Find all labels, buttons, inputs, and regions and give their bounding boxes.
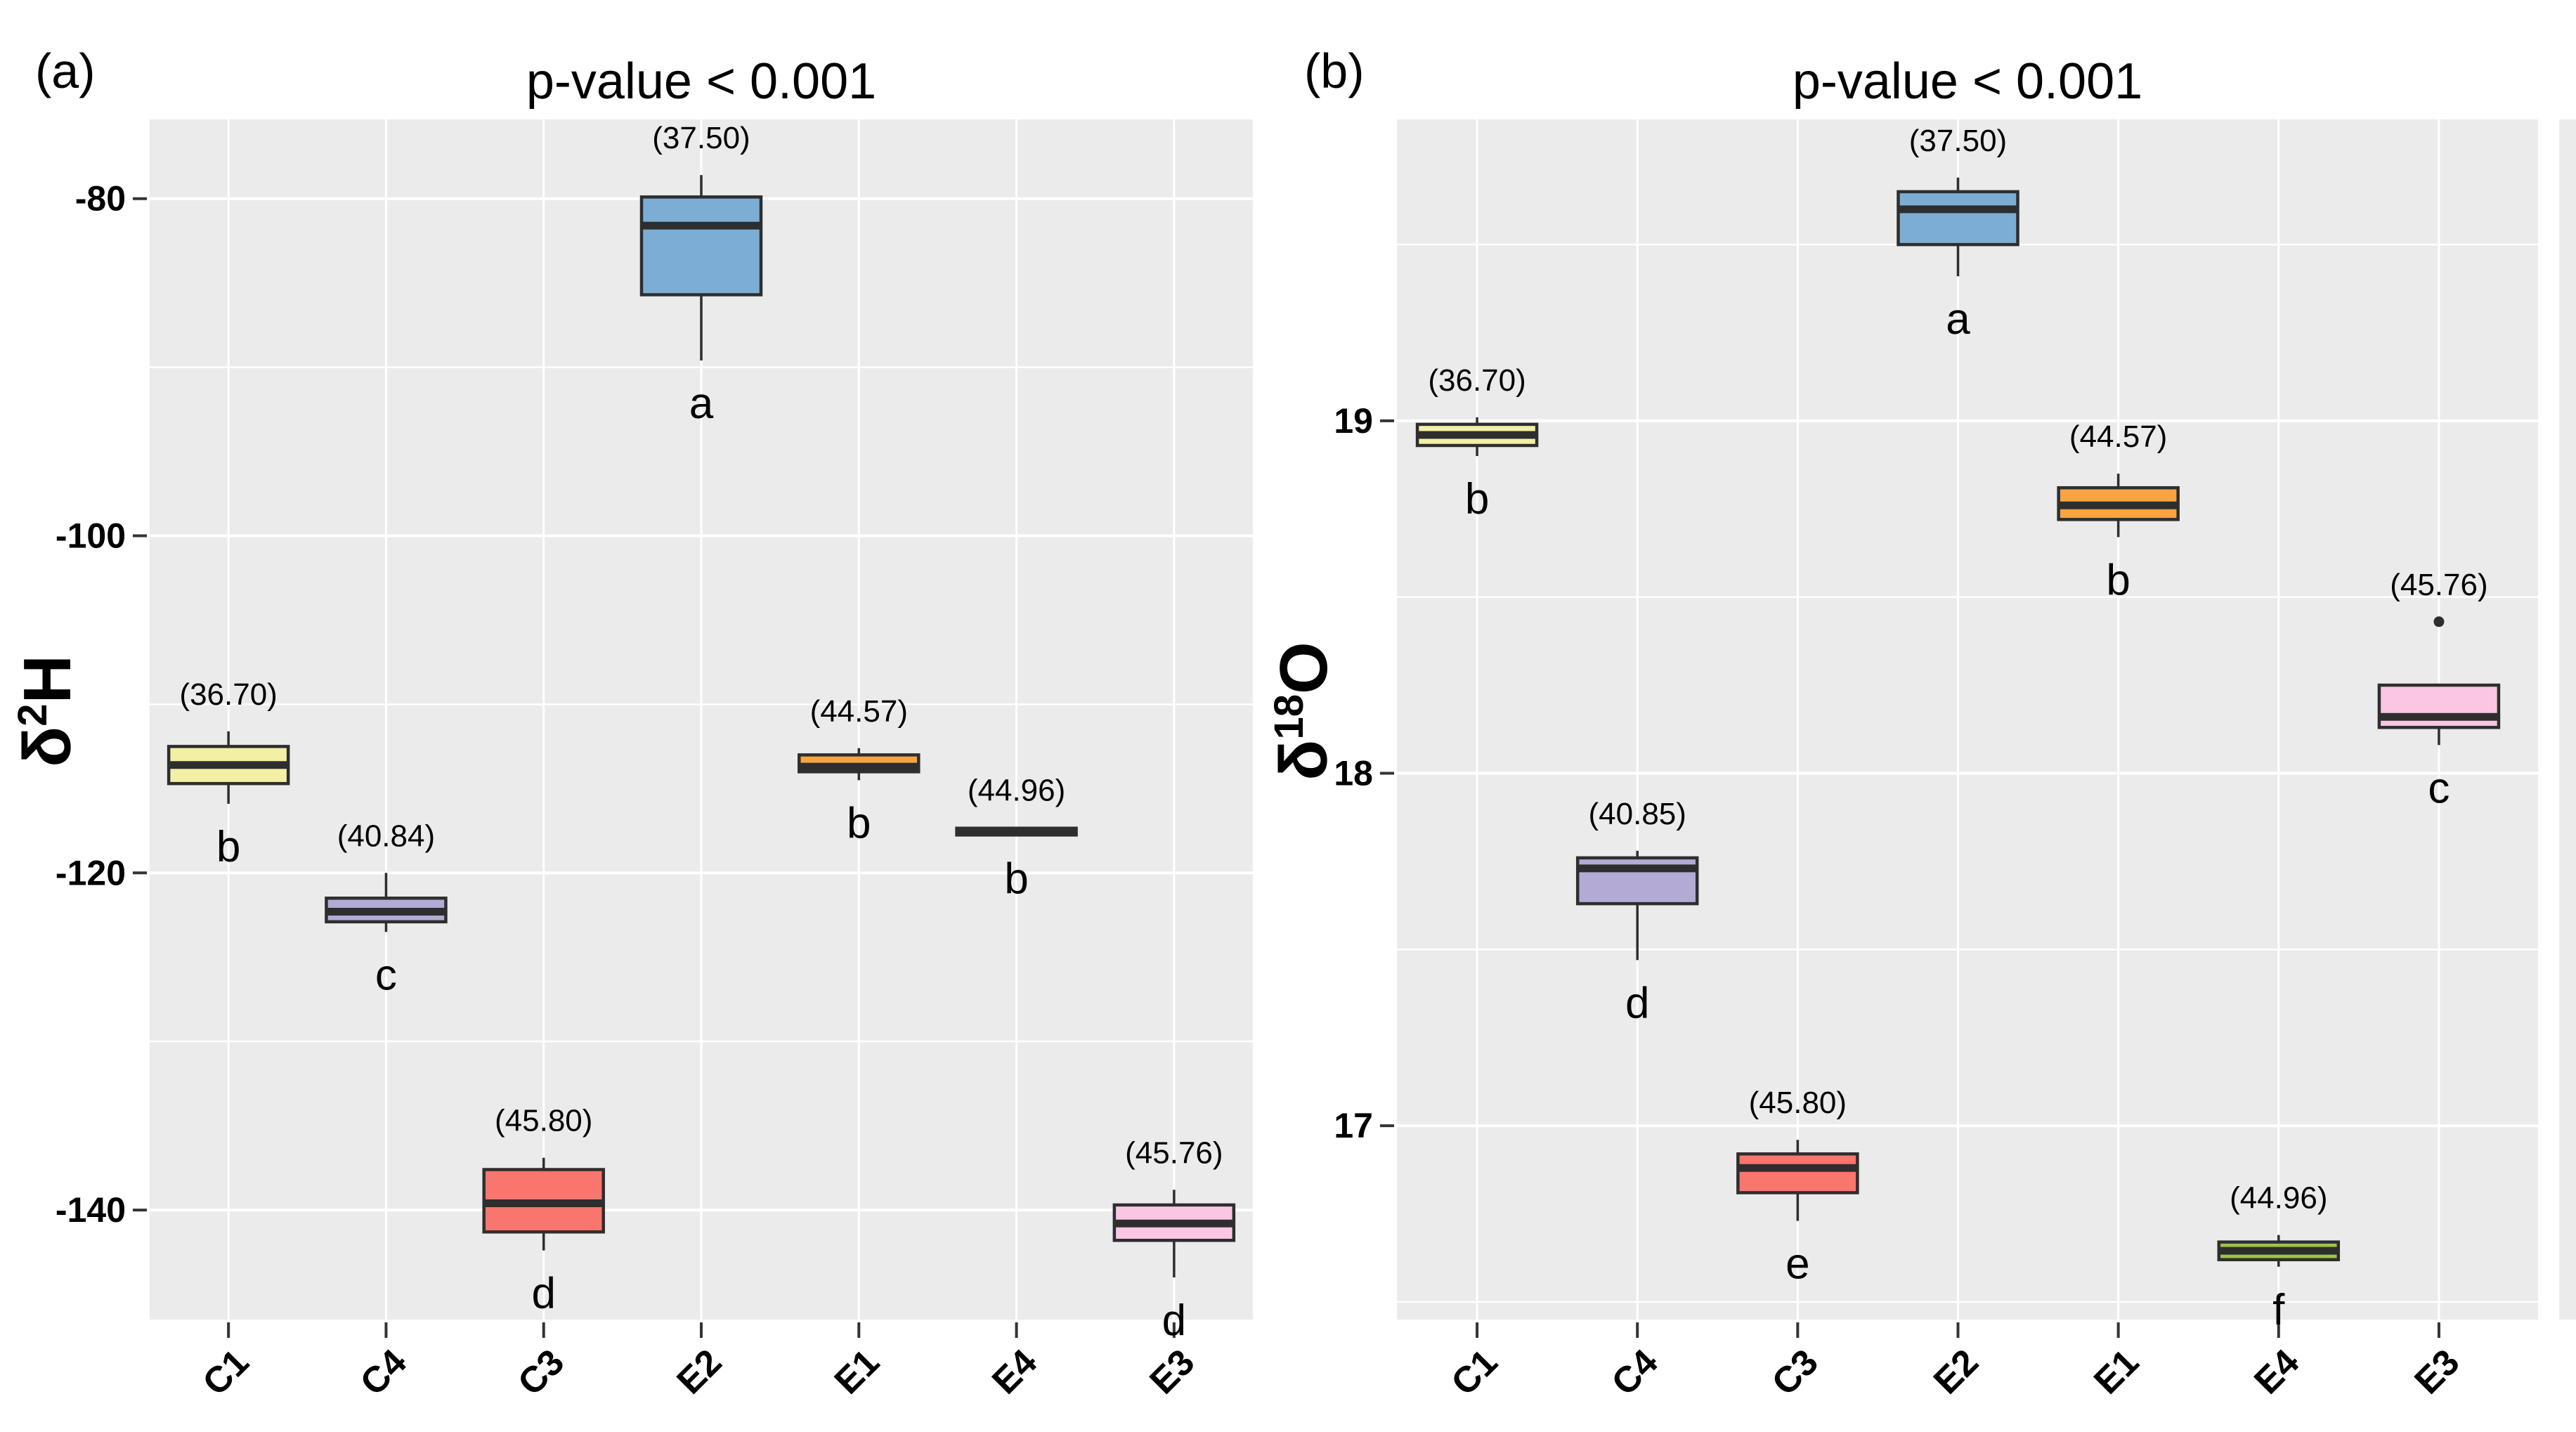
boxplot-group-E3: (45.76) c: [2377, 568, 2501, 812]
annotation-E3: (45.76): [1125, 1135, 1223, 1170]
boxplot-group-C3: (45.80) e: [1736, 1086, 1859, 1289]
y-tick-label: -80: [75, 179, 126, 219]
annotation-E4: (44.96): [968, 774, 1065, 808]
y-tick-label: -140: [56, 1190, 126, 1230]
y-tick-label: 17: [1334, 1106, 1373, 1145]
outlier-E3: [2433, 616, 2445, 627]
boxplot-group-E1: (44.57) b: [2057, 419, 2180, 604]
letter-C3: d: [531, 1270, 555, 1318]
boxplot-group-C4: (40.84) c: [325, 819, 448, 999]
y-axis-title-a-tail: H: [10, 655, 85, 703]
boxplot-group-E4: (44.96) b: [955, 774, 1078, 904]
letter-E3: d: [1162, 1296, 1186, 1345]
y-tick-label: -100: [56, 516, 126, 556]
annotation-C1: (36.70): [179, 677, 277, 712]
box-E3: [2377, 683, 2501, 729]
letter-C1: b: [1465, 475, 1489, 523]
letter-E2: a: [689, 379, 714, 428]
y-axis-title-a: δ2H: [10, 655, 85, 767]
annotation-C3: (45.80): [1749, 1086, 1847, 1120]
panel-b-label: (b): [1304, 44, 1365, 98]
annotation-C3: (45.80): [495, 1104, 592, 1138]
boxplot-group-C4: (40.85) d: [1575, 797, 1699, 1027]
y-axis-title-b-base: δ: [1266, 739, 1341, 780]
box-C3: [1736, 1152, 1859, 1195]
y-axis-title-b: δ18O: [1266, 642, 1341, 780]
annotation-E2: (37.50): [1909, 124, 2007, 158]
annotation-E1: (44.57): [2069, 419, 2167, 454]
plot-panel-edge-sliver: [2559, 119, 2576, 1320]
annotation-C4: (40.85): [1589, 797, 1686, 831]
annotation-E1: (44.57): [810, 694, 908, 729]
y-tick-label: 19: [1334, 401, 1373, 441]
letter-E4: f: [2272, 1286, 2285, 1334]
letter-E2: a: [1946, 295, 1970, 344]
y-tick-label: 18: [1334, 753, 1373, 793]
letter-E3: c: [2428, 764, 2450, 812]
boxplot-group-C3: (45.80) d: [482, 1104, 605, 1318]
letter-C1: b: [216, 823, 240, 871]
annotation-E2: (37.50): [652, 121, 750, 155]
letter-E1: b: [2106, 556, 2130, 604]
y-axis-title-a-sup: 2: [10, 703, 56, 726]
boxplot-group-E2: (37.50) a: [639, 121, 763, 428]
letter-E4: b: [1004, 855, 1028, 904]
y-axis-title-b-tail: O: [1266, 642, 1341, 694]
boxplot-group-C1: (36.70) b: [1415, 363, 1539, 523]
y-axis-title-a-base: δ: [10, 727, 85, 767]
panel-a-title: p-value < 0.001: [526, 53, 876, 110]
box-E2: [639, 195, 763, 297]
letter-E1: b: [847, 799, 871, 847]
panel-b-title: p-value < 0.001: [1793, 53, 2142, 110]
annotation-C4: (40.84): [337, 819, 435, 853]
boxplot-group-E4: (44.96) f: [2217, 1181, 2341, 1334]
boxplot-group-E2: (37.50) a: [1897, 124, 2019, 344]
y-tick-label: -120: [56, 853, 126, 892]
letter-C4: d: [1625, 979, 1649, 1027]
boxplot-group-C1: (36.70) b: [167, 677, 290, 871]
annotation-C1: (36.70): [1428, 363, 1526, 398]
plot-panel-background: [1397, 119, 2538, 1320]
boxplot-group-E1: (44.57) b: [798, 694, 921, 847]
box-E2: [1897, 190, 2019, 247]
panel-a-label: (a): [35, 44, 96, 98]
annotation-E4: (44.96): [2230, 1181, 2327, 1216]
letter-C4: c: [375, 951, 397, 999]
y-axis-title-b-sup: 18: [1266, 694, 1312, 740]
annotation-E3: (45.76): [2390, 568, 2487, 602]
boxplot-group-E3: (45.76) d: [1112, 1135, 1236, 1345]
letter-C3: e: [1785, 1240, 1809, 1289]
